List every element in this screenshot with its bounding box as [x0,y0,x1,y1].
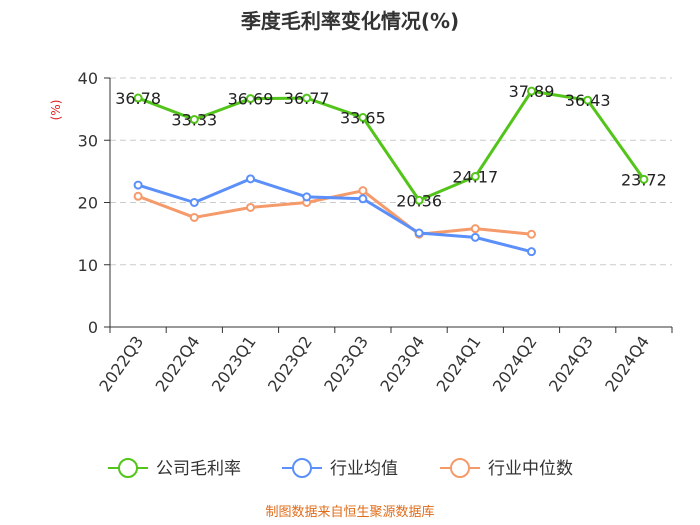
data-point [470,172,480,182]
data-label: 23.72 [621,170,667,189]
legend: 公司毛利率 行业均值 行业中位数 [108,458,573,479]
data-point [302,192,312,202]
data-point [246,202,255,212]
x-tick-label: 2024Q3 [545,332,597,395]
data-labels: 36.78 33.33 36.69 36.77 33.65 20.36 24.17 37.89… [115,82,667,210]
x-tick-labels: 2022Q3 2022Q4 2023Q1 2023Q2 2023Q3 2023Q4 2024… [95,332,653,395]
y-tick-label: 20 [78,194,98,213]
x-tick-label: 2023Q3 [320,332,372,395]
data-label: 37.89 [509,82,555,101]
legend-marker [450,458,470,478]
legend-marker [118,458,138,478]
data-point [189,212,199,222]
series-line [137,177,532,254]
x-tick-label: 2024Q4 [601,332,653,395]
grid-lines [110,77,672,266]
data-point [133,180,143,190]
legend-label: 行业均值 [330,459,398,479]
data-point [302,93,312,103]
x-tick-label: 2023Q4 [376,332,428,395]
y-tick-label: 30 [78,131,98,150]
data-label: 36.77 [284,89,330,108]
series-group [133,86,649,257]
data-point [414,228,424,238]
x-tick-label: 2024Q2 [489,332,541,395]
y-tick-label: 0 [88,318,98,337]
y-tick-labels: 0 10 20 30 40 [78,69,98,337]
data-label: 33.33 [171,111,217,130]
data-label: 36.69 [228,90,274,109]
axes [104,77,673,333]
data-point [470,224,480,234]
x-tick-label: 2022Q4 [152,332,204,395]
data-point [527,86,536,96]
x-tick-label: 2023Q1 [208,332,260,395]
data-point [583,95,593,105]
data-point [527,247,536,257]
data-point [639,174,649,184]
legend-label: 公司毛利率 [156,459,241,479]
data-point [527,229,536,239]
data-point [189,115,199,125]
data-point [246,94,255,104]
data-point [414,195,424,205]
data-point [133,93,143,103]
data-label: 36.43 [565,91,611,110]
data-point [358,186,368,196]
data-point [358,113,368,123]
series-line [137,89,646,202]
data-label: 33.65 [340,109,386,128]
data-label: 36.78 [115,89,161,108]
y-axis-label: (%) [49,100,63,121]
legend-label: 行业中位数 [488,459,573,479]
series-2 [133,186,536,239]
legend-marker [292,458,312,478]
y-tick-label: 10 [78,256,98,275]
data-point [133,191,143,201]
source-note: 制图数据来自恒生聚源数据库 [265,504,434,520]
series-0 [133,86,649,205]
data-point [189,198,199,207]
x-tick-label: 2022Q3 [95,332,147,395]
series-1 [133,174,536,257]
data-label: 24.17 [452,168,498,187]
y-tick-label: 40 [78,69,98,88]
data-point [246,174,255,184]
data-point [358,194,368,204]
chart-title: 季度毛利率变化情况(%) [240,9,459,33]
x-tick-label: 2024Q1 [433,332,485,395]
x-tick-label: 2023Q2 [264,332,316,395]
data-label: 20.36 [396,191,442,210]
data-point [470,232,480,242]
